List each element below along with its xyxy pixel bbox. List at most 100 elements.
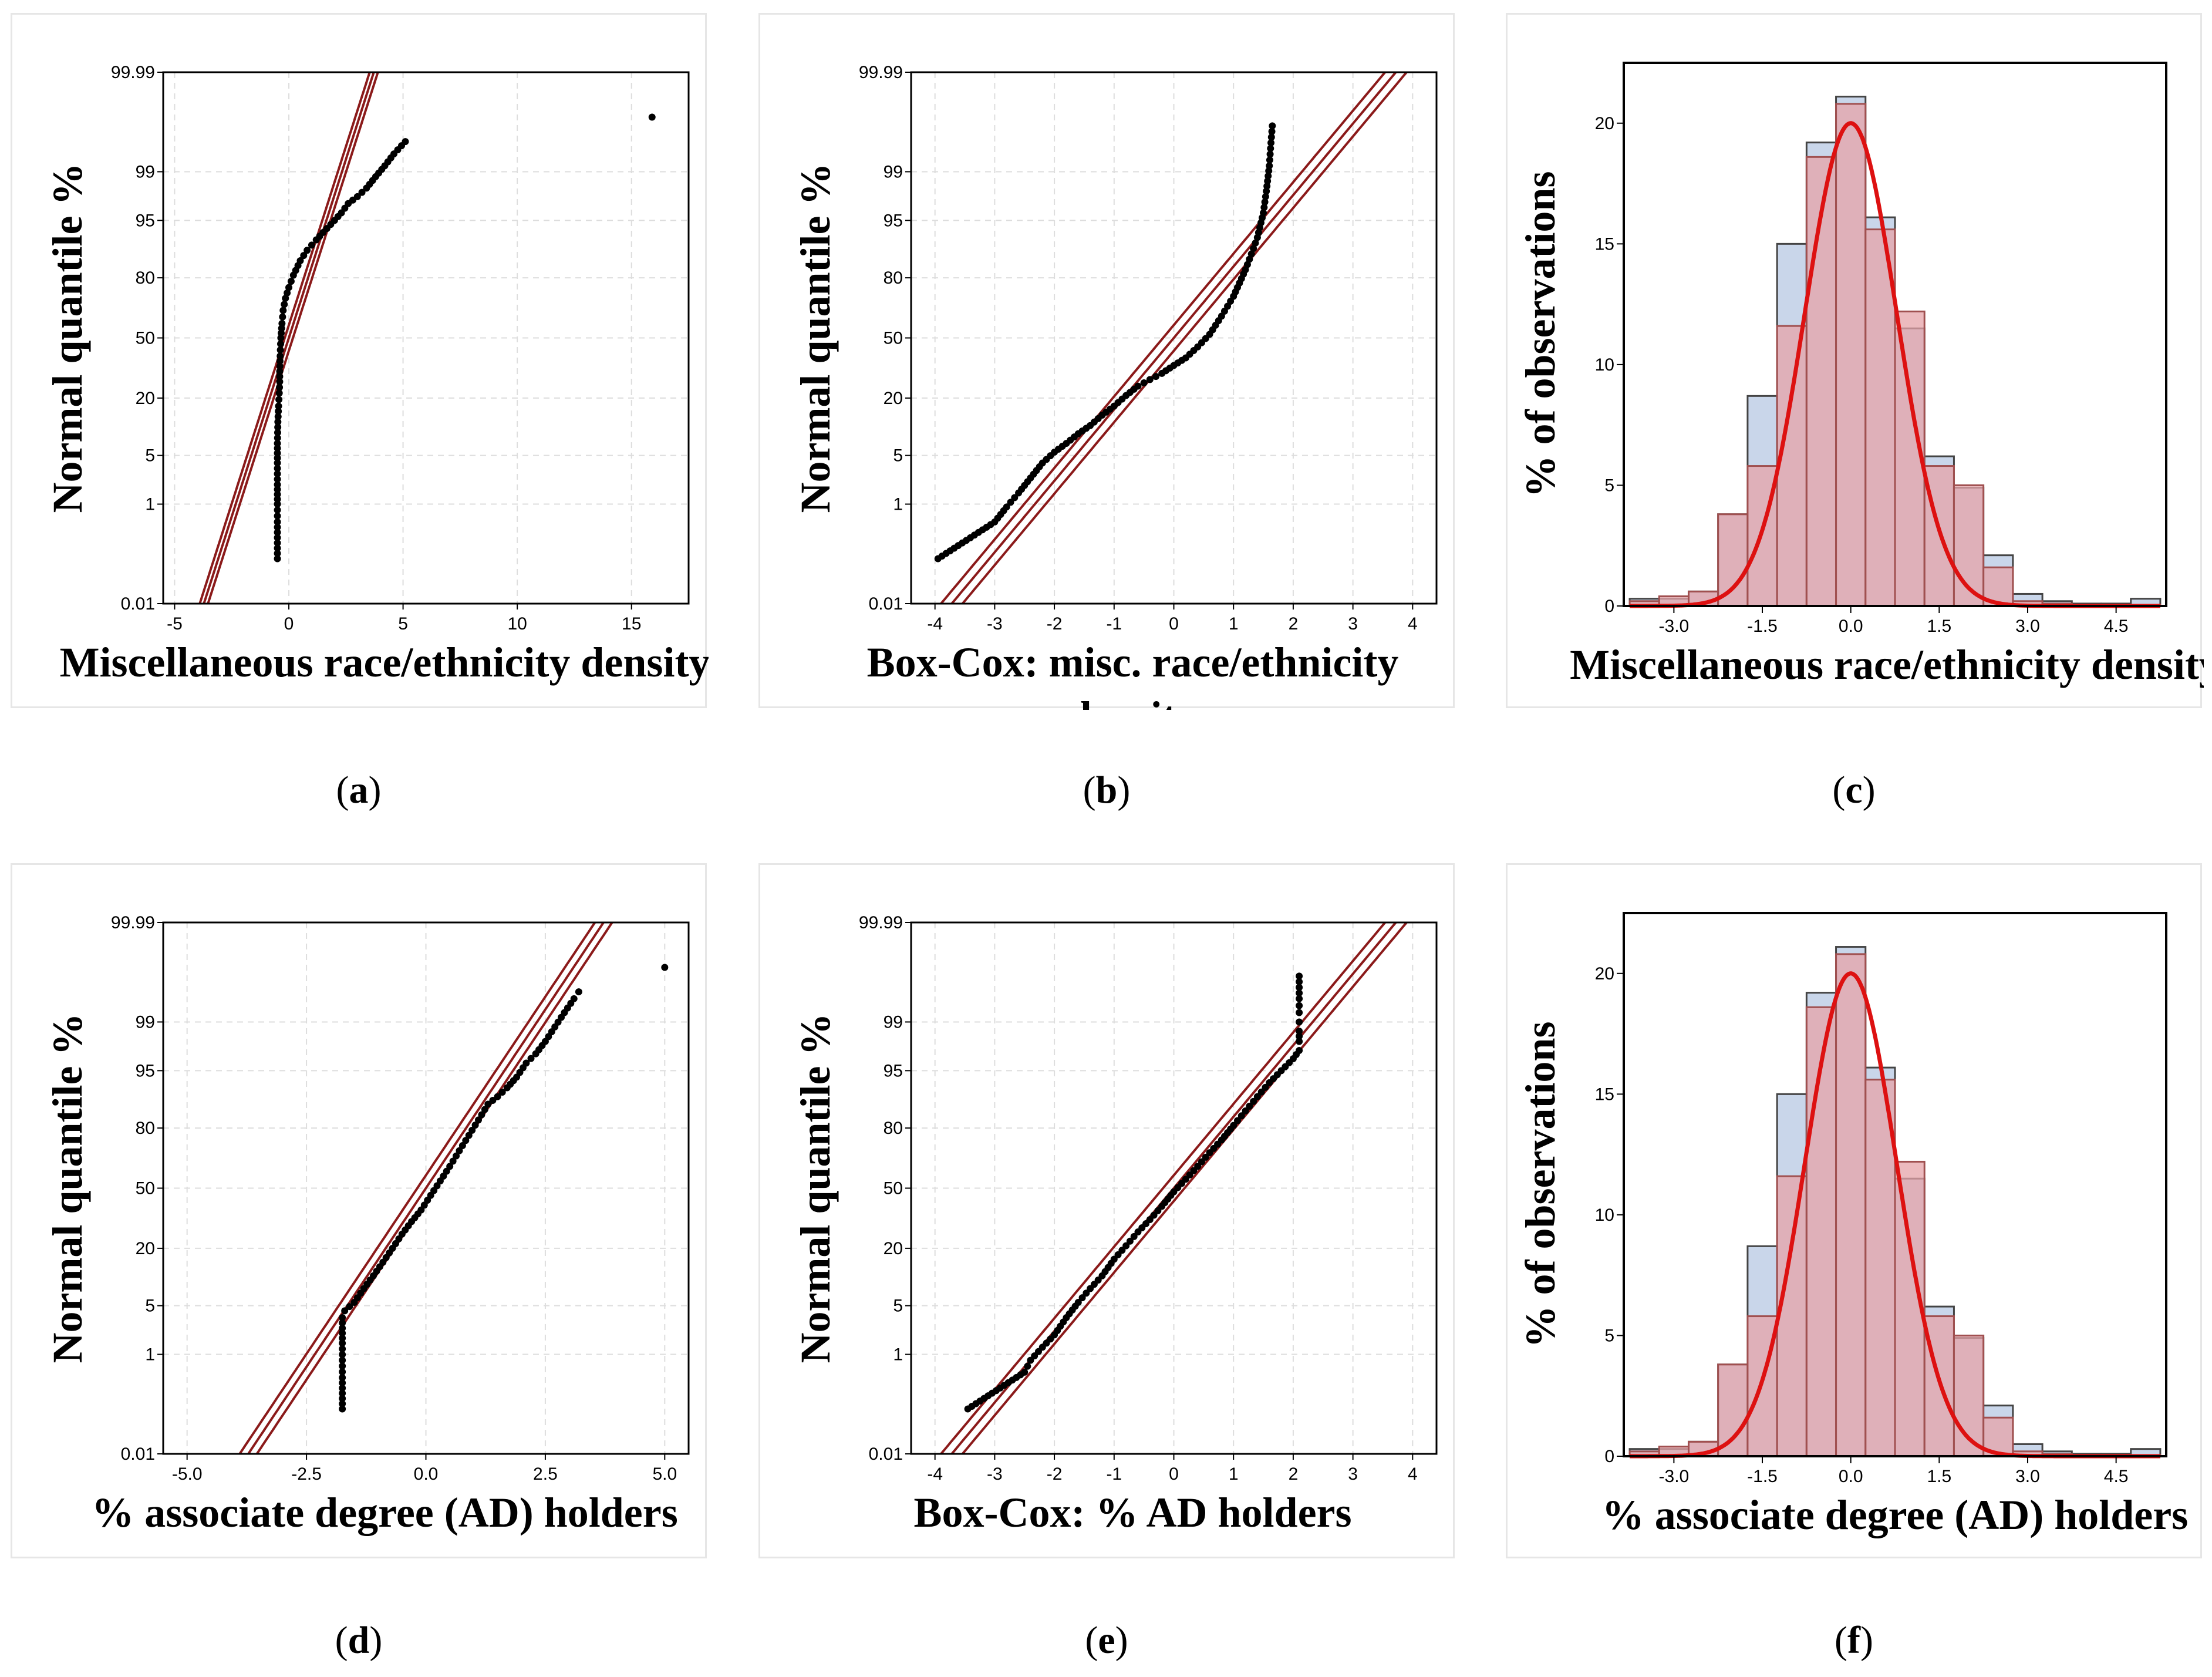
data-point (462, 1137, 470, 1144)
data-point (1167, 1191, 1175, 1199)
data-point (424, 1197, 431, 1204)
data-point (1296, 1009, 1303, 1016)
data-point (1262, 1083, 1269, 1091)
data-point (339, 1389, 346, 1397)
data-point (404, 1222, 412, 1230)
x-tick-label: 2.5 (533, 1464, 558, 1484)
data-point (339, 1384, 346, 1392)
red-bar (1805, 156, 1837, 607)
data-point (465, 1132, 473, 1139)
red-bar (1835, 953, 1867, 1457)
data-point (274, 528, 281, 536)
chart-svg-f: 0 5 10 15 20 -3.0 -1.5 0.0 1.5 3.0 4.5 % of observa… (1517, 912, 2188, 1538)
data-point (339, 1324, 346, 1332)
y-tick-label: 80 (884, 268, 903, 288)
y-tick-label: 99.99 (111, 63, 155, 82)
x-tick-label: -1.5 (1747, 617, 1778, 636)
data-point (316, 233, 323, 240)
data-point (1202, 335, 1209, 342)
x-tick-label: 15 (622, 614, 641, 634)
data-point (538, 1042, 546, 1049)
x-tick-label: 10 (507, 614, 527, 634)
y-tick-label: 99.99 (859, 63, 903, 82)
red-bar (1717, 1363, 1749, 1457)
y-tick-label: 80 (136, 268, 155, 288)
x-tick-label: 0.0 (1839, 617, 1863, 636)
x-tick-label: 1 (1229, 1464, 1239, 1484)
data-point (1152, 373, 1159, 380)
data-point (274, 544, 281, 552)
y-tick-label: 0.01 (121, 1444, 155, 1464)
data-point (558, 1013, 565, 1021)
data-point (1261, 198, 1269, 206)
data-point (1198, 1158, 1205, 1166)
data-point (1060, 1318, 1067, 1326)
data-point (1296, 1018, 1303, 1026)
data-point (274, 481, 281, 489)
y-tick-label: 20 (1595, 964, 1614, 984)
data-point (661, 964, 669, 971)
y-tick-label: 99.99 (859, 913, 903, 932)
red-bar (1835, 103, 1867, 607)
reference-line (939, 72, 1387, 604)
data-point (1142, 1220, 1150, 1228)
caption-b: (b) (1083, 769, 1131, 811)
y-tick-label: 20 (136, 389, 155, 408)
y-tick-label: 0 (1604, 597, 1614, 616)
reference-line (960, 72, 1408, 604)
data-point (339, 1314, 346, 1321)
data-point (1083, 425, 1090, 432)
data-point (1266, 150, 1274, 158)
x-axis-label: % associate degree (AD) holders (1602, 1491, 2188, 1538)
data-point (339, 1368, 346, 1376)
data-point (386, 1249, 393, 1257)
data-point (1296, 1028, 1303, 1035)
data-point (279, 313, 286, 321)
chart-panel-a: 0.01 1 5 20 50 80 95 99 99.99 -5 0 5 10 15 Normal quan… (11, 13, 709, 708)
y-tick-label: 5 (1604, 476, 1614, 495)
x-tick-label: -4 (927, 614, 943, 634)
data-point (274, 506, 281, 514)
data-point (1257, 1088, 1265, 1096)
data-point (279, 307, 287, 314)
y-tick-label: 50 (136, 329, 155, 348)
data-point (339, 1356, 346, 1364)
data-point (1094, 415, 1102, 422)
data-point (1296, 989, 1303, 997)
x-tick-label: 3 (1348, 614, 1358, 634)
data-point (1011, 494, 1019, 501)
x-tick-label: 4.5 (2104, 1467, 2129, 1486)
data-point (1267, 133, 1275, 141)
x-tick-label: 0 (284, 614, 294, 634)
data-point (443, 1167, 450, 1175)
data-point (300, 252, 308, 260)
data-point (453, 1152, 460, 1160)
data-point (456, 1147, 463, 1154)
data-point (339, 1335, 346, 1342)
data-point (475, 1116, 482, 1124)
y-tick-label: 99 (884, 1012, 903, 1032)
data-point (484, 1100, 492, 1108)
data-point (339, 1319, 346, 1326)
data-point (1140, 379, 1148, 386)
data-point (1240, 270, 1247, 278)
data-point (1118, 395, 1126, 403)
data-point (458, 1141, 466, 1149)
x-tick-label: -2 (1047, 1464, 1063, 1484)
data-point (339, 1379, 346, 1387)
data-point (1083, 1289, 1090, 1297)
chart-panel-e: 0.01 1 5 20 50 80 95 99 99.99 -4 -3 -2 -1 0 1 2 3 4 Normal… (758, 863, 1455, 1558)
data-point (339, 1400, 346, 1407)
data-point (274, 476, 281, 483)
x-tick-label: -3 (987, 614, 1003, 634)
x-axis-label: Miscellaneous race/ethnicity density (1570, 641, 2204, 688)
data-point (519, 1064, 527, 1072)
y-tick-label: 0.01 (869, 594, 903, 614)
reference-line (207, 72, 379, 604)
x-tick-label: -3 (987, 1464, 1003, 1484)
data-point (1034, 1348, 1042, 1355)
data-point (387, 154, 394, 161)
data-point (1126, 1237, 1134, 1245)
reference-line (247, 922, 605, 1454)
